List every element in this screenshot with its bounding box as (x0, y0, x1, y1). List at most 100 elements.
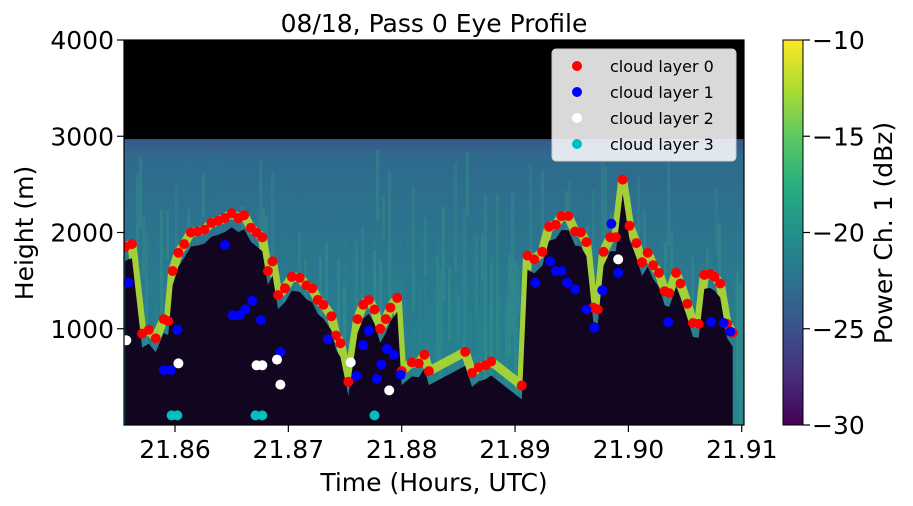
cloud-layer-1-point-0 (124, 277, 134, 288)
x-axis: 21.86 21.87 21.88 21.89 21.90 21.91 (139, 425, 778, 464)
cloud-layer-1-point-25 (570, 284, 581, 295)
x-tick-label: 21.86 (139, 435, 211, 464)
cloud-layer-0-point-64 (581, 237, 592, 248)
cloud-layer-1-point-11 (323, 334, 333, 345)
x-tick-label: 21.91 (706, 435, 778, 464)
cloud-layer-2-point-8 (613, 254, 624, 265)
cloud-layer-0-point-74 (642, 247, 653, 258)
cloud-layer-0-point-47 (419, 349, 430, 360)
cloud-layer-1-point-24 (562, 277, 573, 288)
cloud-layer-0-point-54 (516, 380, 527, 391)
cloud-layer-0-point-71 (624, 220, 635, 231)
legend-box (551, 48, 737, 162)
cloud-layer-1-point-12 (351, 370, 362, 381)
cloud-layer-1-point-8 (247, 295, 258, 306)
cloud-layer-0-point-79 (671, 267, 681, 278)
cloud-layer-0-point-59 (550, 219, 561, 230)
legend: cloud layer 0 cloud layer 1 cloud layer 2 c… (551, 48, 737, 162)
colorbar-tick-label: −10 (812, 26, 865, 55)
legend-marker-layer-2 (572, 113, 582, 123)
cloud-layer-0-point-6 (163, 316, 174, 327)
chart-title: 08/18, Pass 0 Eye Profile (281, 9, 588, 38)
cloud-layer-0-point-25 (280, 283, 290, 294)
cloud-layer-0-point-42 (385, 302, 396, 313)
cloud-layer-1-point-13 (358, 340, 369, 351)
cloud-layer-0-point-39 (369, 304, 380, 315)
cloud-layer-0-point-67 (598, 246, 609, 257)
cloud-layer-1-point-14 (363, 325, 374, 336)
cloud-layer-3-point-1 (172, 410, 183, 421)
cloud-layer-0-point-38 (363, 294, 374, 305)
x-tick-label: 21.90 (593, 435, 665, 464)
legend-marker-layer-1 (572, 87, 582, 97)
colorbar-tick-label: −30 (812, 411, 865, 440)
cloud-layer-0-point-35 (343, 376, 354, 387)
cloud-layer-1-point-2 (165, 365, 176, 376)
y-tick-label: 1000 (50, 315, 114, 344)
cloud-layer-1-point-34 (725, 326, 736, 337)
cloud-layer-0-point-63 (575, 227, 586, 238)
cloud-layer-0-point-32 (326, 311, 337, 322)
cloud-layer-2-point-1 (173, 358, 184, 369)
cloud-layer-0-point-43 (392, 292, 403, 303)
x-tick-label: 21.88 (366, 435, 438, 464)
x-axis-label: Time (Hours, UTC) (319, 468, 547, 497)
legend-label-layer-0: cloud layer 0 (610, 57, 714, 76)
cloud-layer-1-point-16 (376, 359, 387, 370)
cloud-layer-2-point-5 (275, 379, 286, 390)
cloud-layer-2-point-6 (345, 357, 356, 368)
cloud-layer-1-point-9 (256, 315, 267, 326)
cloud-layer-0-point-1 (126, 239, 137, 250)
cloud-layer-0-point-53 (486, 356, 497, 367)
cloud-layer-0-point-87 (715, 278, 726, 289)
cloud-layer-1-point-10 (275, 346, 286, 357)
y-tick-label: 4000 (50, 26, 114, 55)
y-axis: 1000 2000 3000 4000 (50, 26, 124, 344)
cloud-layer-0-point-22 (262, 266, 273, 276)
cloud-layer-1-point-23 (556, 266, 567, 276)
y-tick-label: 2000 (50, 219, 114, 248)
cloud-echo-interior (125, 193, 733, 425)
cloud-layer-1-point-33 (718, 318, 729, 328)
cloud-layer-0-point-27 (294, 272, 305, 283)
legend-marker-layer-0 (572, 61, 582, 71)
cloud-layer-0-point-50 (467, 368, 477, 378)
cloud-layer-0-point-9 (179, 239, 190, 250)
cloud-layer-1-point-26 (581, 304, 592, 315)
cloud-layer-1-point-20 (530, 277, 541, 288)
cloud-layer-0-point-21 (257, 232, 268, 243)
cloud-layer-0-point-4 (150, 333, 161, 344)
legend-label-layer-3: cloud layer 3 (610, 135, 714, 154)
colorbar: −30 −25 −20 −15 −10 Power Ch. 1 (dBz) (782, 26, 898, 440)
cloud-layer-1-point-30 (613, 267, 624, 278)
cloud-layer-1-point-29 (606, 218, 617, 229)
legend-label-layer-2: cloud layer 2 (610, 109, 714, 128)
cloud-layer-0-point-18 (239, 210, 250, 221)
cloud-layer-1-point-21 (545, 256, 556, 267)
cloud-layer-3-point-3 (257, 410, 268, 421)
cloud-layer-1-point-27 (589, 322, 600, 333)
colorbar-gradient (782, 39, 804, 426)
cloud-layer-0-point-72 (631, 238, 642, 249)
cloud-layer-1-point-19 (395, 369, 406, 380)
cloud-layer-0-point-76 (654, 267, 664, 278)
y-axis-label: Height (m) (10, 166, 39, 300)
cloud-layer-0-point-80 (675, 278, 686, 289)
cloud-layer-0-point-75 (648, 260, 659, 271)
cloud-layer-1-point-28 (597, 285, 608, 296)
cloud-layer-0-point-33 (331, 330, 341, 341)
cloud-layer-markers (124, 174, 738, 421)
cloud-layer-0-point-81 (682, 298, 693, 309)
cloud-layer-0-point-70 (617, 174, 628, 185)
cloud-layer-0-point-61 (563, 211, 574, 222)
cloud-layer-0-point-7 (167, 266, 178, 276)
x-tick-label: 21.89 (479, 435, 551, 464)
cloud-layer-1-point-32 (706, 317, 717, 327)
cloud-layer-1-point-31 (663, 317, 674, 327)
cloud-layer-0-point-86 (709, 271, 720, 282)
colorbar-tick-label: −15 (812, 122, 865, 151)
y-tick-label: 3000 (50, 122, 114, 151)
cloud-layer-0-point-40 (375, 323, 386, 334)
cloud-layer-0-point-49 (460, 346, 471, 357)
legend-label-layer-1: cloud layer 1 (610, 83, 714, 102)
